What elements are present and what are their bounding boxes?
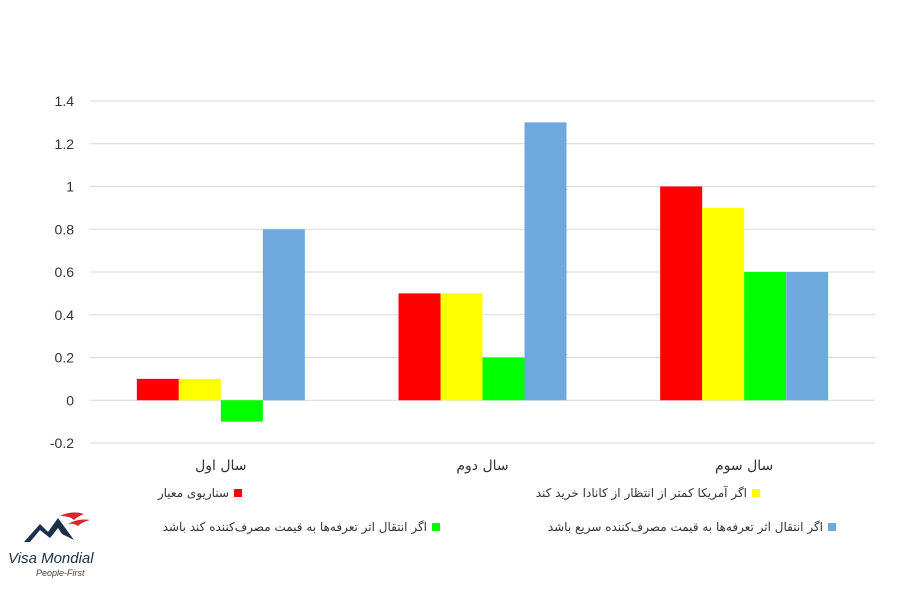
mountain-logo-icon: [24, 512, 90, 542]
x-category-label: سال سوم: [715, 458, 773, 474]
x-axis-category-labels: سال اول سال دوم سال سوم: [195, 458, 773, 474]
bar: [702, 207, 745, 401]
legend-label: اگر آمریکا کمتر از انتظار از کانادا خرید…: [535, 486, 747, 500]
y-tick-label: -0.2: [50, 435, 74, 451]
legend-item: اگر انتقال اثر تعرفه‌ها به قیمت مصرف‌کنن…: [163, 520, 440, 534]
bar: [440, 293, 483, 401]
logo-tagline: People-First: [36, 568, 85, 578]
bar: [660, 186, 703, 401]
y-tick-label: 0.4: [55, 307, 75, 323]
visa-mondial-logo: Visa Mondial People-First: [8, 510, 108, 582]
logo-text: Visa Mondial: [8, 550, 94, 567]
y-tick-label: 1.2: [55, 136, 75, 152]
legend-label: اگر انتقال اثر تعرفه‌ها به قیمت مصرف‌کنن…: [547, 520, 823, 534]
y-tick-label: 0.6: [55, 264, 75, 280]
bar: [178, 378, 221, 401]
x-category-label: سال دوم: [456, 458, 508, 474]
y-tick-label: 0: [66, 392, 74, 408]
bars: [136, 122, 829, 422]
y-tick-label: 1: [66, 179, 74, 195]
legend-item: اگر انتقال اثر تعرفه‌ها به قیمت مصرف‌کنن…: [548, 520, 836, 534]
bar: [398, 293, 441, 401]
legend-label: اگر انتقال اثر تعرفه‌ها به قیمت مصرف‌کنن…: [162, 520, 427, 534]
legend-item: سناریوی معیار: [158, 486, 242, 500]
x-category-label: سال اول: [195, 458, 246, 474]
bar: [524, 122, 567, 401]
legend-swatch: [234, 489, 242, 497]
bar: [262, 229, 305, 401]
legend-swatch: [828, 523, 836, 531]
y-tick-label: 0.2: [55, 350, 75, 366]
bar: [136, 378, 179, 401]
y-axis-tick-labels: -0.2 0 0.2 0.4 0.6 0.8 1 1.2 1.4: [50, 93, 74, 451]
y-tick-label: 0.8: [55, 221, 75, 237]
bar: [220, 400, 263, 422]
legend-swatch: [752, 489, 760, 497]
bar: [744, 272, 787, 401]
legend-item: اگر آمریکا کمتر از انتظار از کانادا خرید…: [536, 486, 760, 500]
legend-label: سناریوی معیار: [157, 486, 229, 500]
bar: [786, 272, 829, 401]
legend-swatch: [432, 523, 440, 531]
bar: [482, 357, 525, 401]
y-tick-label: 1.4: [55, 93, 75, 109]
